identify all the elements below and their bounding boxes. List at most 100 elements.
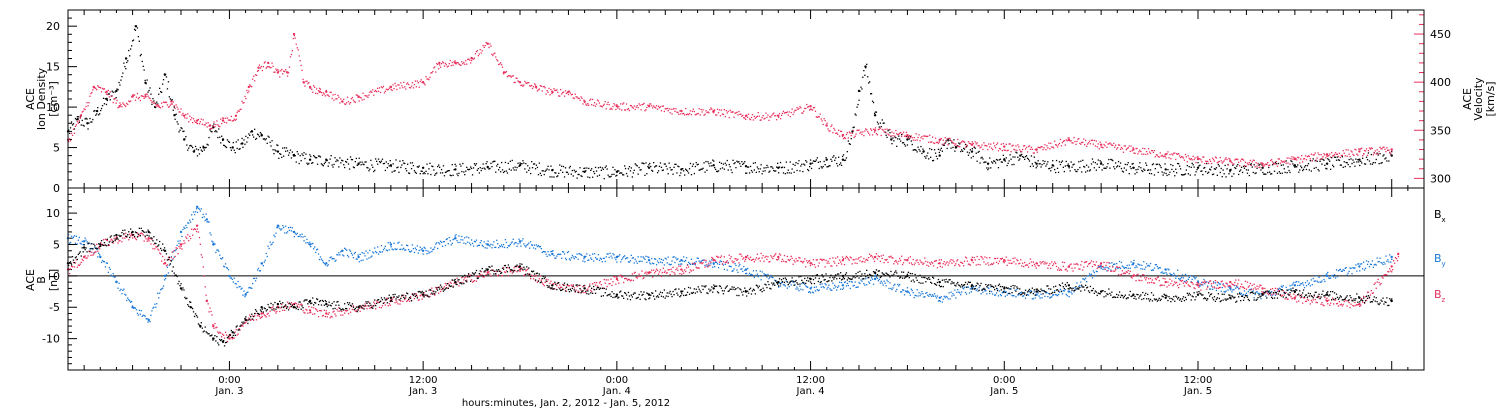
bz-dot [666,272,668,274]
by-dot [949,298,951,300]
density-dot [382,163,385,165]
velocity-dot [629,104,632,107]
by-dot [1095,270,1097,272]
bz-dot [220,332,222,334]
velocity-dot [1242,159,1245,161]
bz-dot [655,270,657,272]
by-dot [1380,261,1382,264]
by-dot [731,270,733,272]
density-dot [1144,169,1146,171]
velocity-dot [1081,141,1083,144]
velocity-dot [606,103,608,105]
density-dot [1338,159,1341,161]
by-dot [588,259,590,261]
density-dot [831,160,833,162]
density-dot [580,175,582,177]
by-dot [110,274,112,276]
bz-dot [626,279,629,281]
velocity-dot [530,85,532,87]
density-dot [1278,171,1280,173]
velocity-dot [1249,159,1251,162]
density-dot [1208,171,1210,173]
velocity-point [841,133,845,137]
velocity-dot [1367,150,1370,152]
velocity-dot [737,114,739,116]
velocity-dot [415,86,417,88]
by-dot [565,259,568,261]
by-dot [629,260,632,262]
velocity-dot [265,67,267,69]
by-dot [955,297,957,299]
by-dot [114,276,116,278]
velocity-dot [88,102,90,104]
by-dot [890,287,892,290]
density-dot [128,49,130,52]
bz-dot [295,302,297,305]
velocity-dot [1243,165,1246,167]
bz-dot [483,276,485,278]
density-dot [872,101,875,104]
velocity-dot [901,135,903,137]
density-dot [656,172,659,174]
density-dot [1058,161,1061,163]
by-dot [653,263,655,265]
density-dot [697,163,699,165]
velocity-dot [345,103,347,105]
velocity-dot [524,80,526,83]
density-dot [1184,173,1187,175]
velocity-dot [1082,141,1084,144]
by-dot [460,239,462,241]
by-dot [321,259,324,262]
velocity-dot [822,123,824,126]
velocity-dot [599,105,601,107]
density-dot [605,165,607,167]
velocity-dot [880,134,882,137]
by-dot [952,293,954,295]
bz-dot [468,274,470,276]
velocity-dot [679,110,681,112]
density-point [1019,154,1022,157]
velocity-dot [694,114,696,116]
density-dot [726,159,728,162]
velocity-dot [993,142,995,144]
density-dot [1070,161,1072,163]
velocity-dot [240,108,242,110]
density-point [777,166,780,169]
bz-dot [131,237,134,239]
by-dot [805,285,807,287]
bz-dot [108,244,110,246]
by-dot [1377,261,1379,263]
velocity-dot [1220,160,1222,162]
density-dot [197,149,200,151]
bz-dot [78,264,80,267]
density-dot [877,123,879,125]
by-dot [434,246,436,248]
velocity-dot [1330,156,1332,158]
bz-dot [287,303,290,305]
density-dot [1030,155,1033,157]
bz-dot [463,279,465,281]
density-dot [168,96,170,98]
velocity-dot [857,129,859,132]
density-dot [1118,165,1121,168]
density-dot [169,98,171,100]
velocity-dot [346,102,348,104]
by-dot [1228,286,1230,288]
density-dot [988,167,990,169]
velocity-point [583,100,586,103]
bz-dot [538,278,540,280]
velocity-dot [272,65,274,67]
velocity-dot [913,136,915,139]
bz-dot [325,310,327,312]
bz-dot [470,279,473,281]
bz-dot [320,310,323,312]
density-dot [849,143,851,145]
velocity-dot [577,97,579,100]
by-dot [1238,288,1240,290]
velocity-dot [1039,147,1041,149]
density-dot [1086,170,1089,172]
density-dot [469,168,471,170]
density-dot [385,161,387,163]
velocity-dot [192,122,194,124]
bz-dot [422,295,424,298]
